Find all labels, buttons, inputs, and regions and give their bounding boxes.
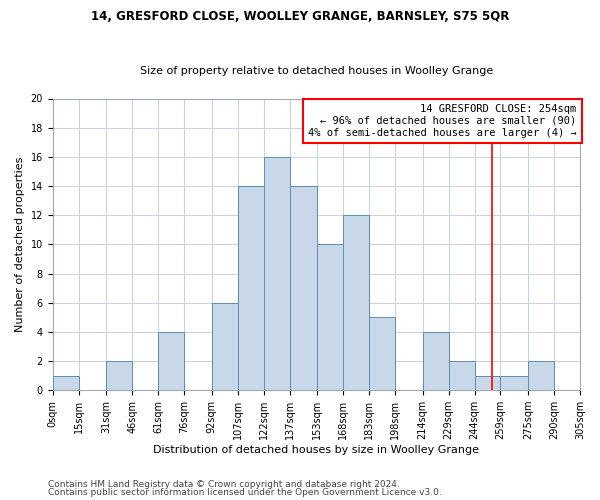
Bar [290, 186, 317, 390]
Bar [212, 302, 238, 390]
Bar [238, 186, 263, 390]
Bar [369, 318, 395, 390]
Bar [449, 361, 475, 390]
Bar [106, 361, 132, 390]
Title: Size of property relative to detached houses in Woolley Grange: Size of property relative to detached ho… [140, 66, 493, 76]
Text: 14 GRESFORD CLOSE: 254sqm
← 96% of detached houses are smaller (90)
4% of semi-d: 14 GRESFORD CLOSE: 254sqm ← 96% of detac… [308, 104, 577, 138]
Y-axis label: Number of detached properties: Number of detached properties [15, 156, 25, 332]
Text: 14, GRESFORD CLOSE, WOOLLEY GRANGE, BARNSLEY, S75 5QR: 14, GRESFORD CLOSE, WOOLLEY GRANGE, BARN… [91, 10, 509, 23]
Bar [158, 332, 184, 390]
Bar [263, 157, 290, 390]
Bar [528, 361, 554, 390]
Bar [343, 215, 369, 390]
Text: Contains public sector information licensed under the Open Government Licence v3: Contains public sector information licen… [48, 488, 442, 497]
Bar [317, 244, 343, 390]
Text: Contains HM Land Registry data © Crown copyright and database right 2024.: Contains HM Land Registry data © Crown c… [48, 480, 400, 489]
Bar [500, 376, 528, 390]
Bar [53, 376, 79, 390]
Bar [422, 332, 449, 390]
X-axis label: Distribution of detached houses by size in Woolley Grange: Distribution of detached houses by size … [154, 445, 479, 455]
Bar [475, 376, 500, 390]
